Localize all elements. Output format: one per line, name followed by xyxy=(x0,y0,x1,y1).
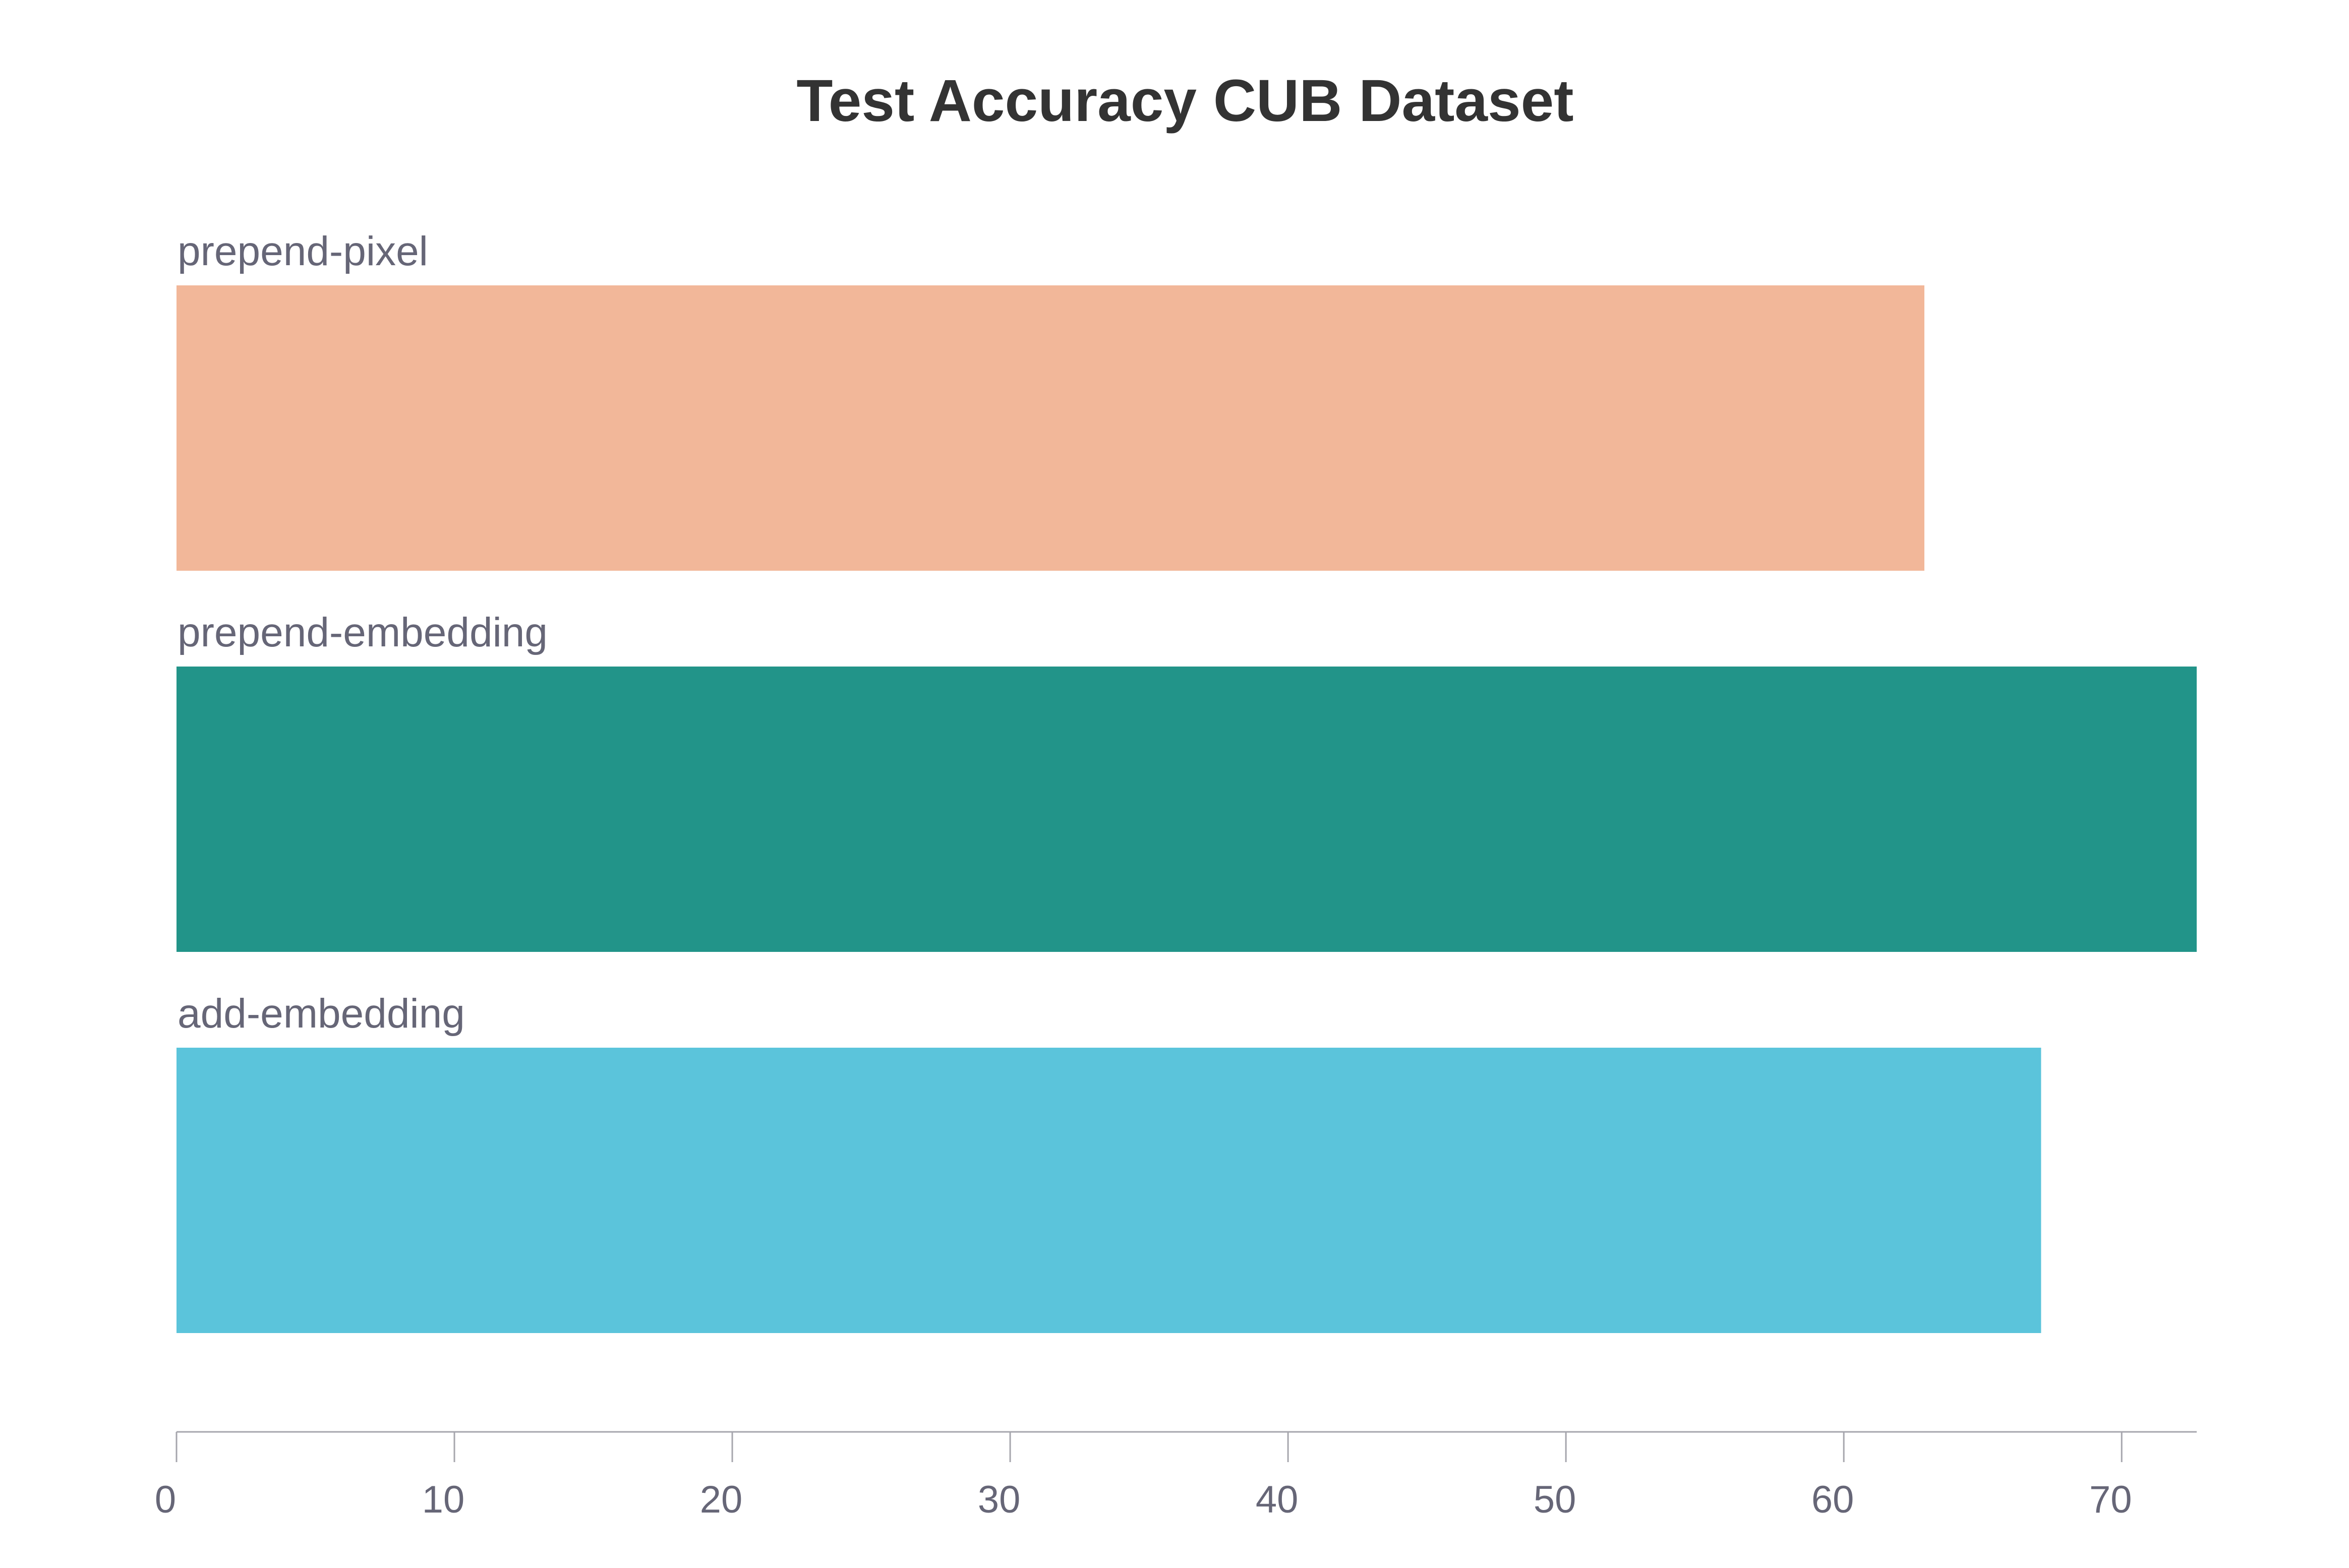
bars-group: prepend-pixel prepend-embedding add-embedd… xyxy=(177,228,2197,1333)
x-tick-label-40: 40 xyxy=(1256,1478,1299,1521)
bar-label-add-embedding: add-embedding xyxy=(178,991,465,1037)
bar-prepend-pixel xyxy=(177,285,1924,571)
x-tick-label-20: 20 xyxy=(700,1478,743,1521)
x-tick-label-0: 0 xyxy=(155,1478,176,1521)
x-tick-label-50: 50 xyxy=(1534,1478,1576,1521)
x-axis-ticks: 0 10 20 30 40 50 60 70 xyxy=(155,1432,2132,1521)
bar-add-embedding xyxy=(177,1048,2041,1333)
x-tick-label-10: 10 xyxy=(422,1478,465,1521)
bar-label-prepend-pixel: prepend-pixel xyxy=(178,228,428,274)
bar-prepend-embedding xyxy=(177,667,2197,952)
bar-label-prepend-embedding: prepend-embedding xyxy=(178,610,548,655)
x-tick-label-60: 60 xyxy=(1811,1478,1854,1521)
x-tick-label-30: 30 xyxy=(978,1478,1021,1521)
chart-title: Test Accuracy CUB Dataset xyxy=(796,68,1573,134)
x-tick-label-70: 70 xyxy=(2089,1478,2132,1521)
